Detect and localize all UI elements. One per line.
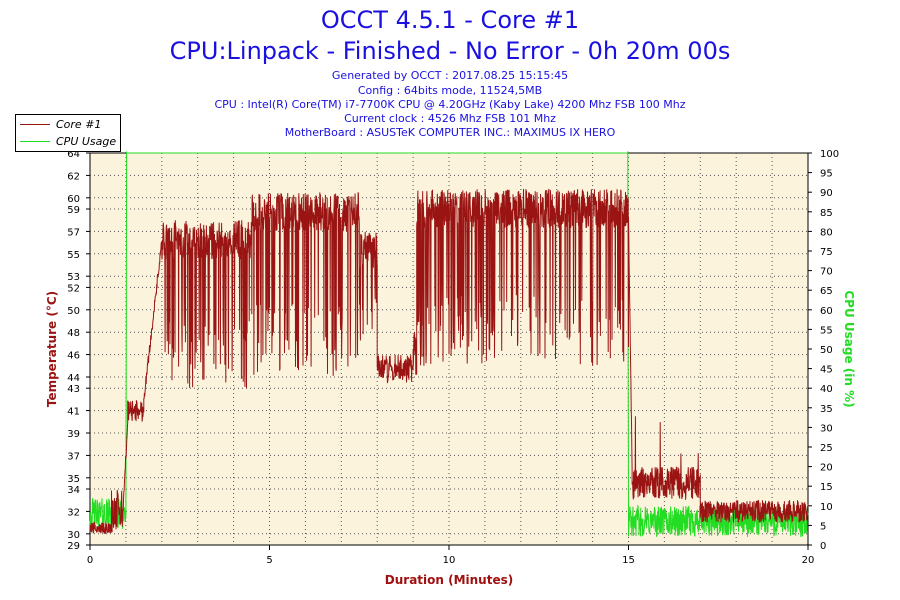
y-right-tick-label: 45: [820, 365, 833, 376]
y-right-tick-label: 30: [820, 423, 833, 434]
info-motherboard: MotherBoard : ASUSTeK COMPUTER INC.: MAX…: [284, 126, 616, 139]
y-right-tick-label: 70: [820, 267, 833, 278]
y-right-tick-label: 100: [820, 149, 839, 160]
series-line-cpu-usage: [89, 151, 809, 538]
y-right-tick-label: 35: [820, 404, 833, 415]
y-right-tick-label: 85: [820, 208, 833, 219]
x-tick-label: 15: [622, 555, 635, 566]
y-right-tick-label: 55: [820, 325, 833, 336]
y-right-axis-label: CPU Usage (in %): [842, 290, 856, 407]
info-clock: Current clock : 4526 Mhz FSB 101 Mhz: [344, 112, 556, 125]
y-right-tick-label: 25: [820, 443, 833, 454]
y-right-tick-label: 5: [820, 521, 826, 532]
legend-label-cpu-usage: CPU Usage: [56, 134, 117, 148]
y-left-tick-label: 35: [67, 474, 80, 485]
y-left-tick-label: 34: [67, 485, 80, 496]
y-right-tick-label: 20: [820, 463, 833, 474]
y-left-tick-label: 55: [67, 250, 80, 261]
y-left-tick-label: 53: [67, 272, 80, 283]
legend-item-core: Core #1: [20, 117, 101, 131]
info-config: Config : 64bits mode, 11524,5MB: [357, 84, 543, 97]
y-right-tick-label: 50: [820, 345, 833, 356]
info-generated: Generated by OCCT : 2017.08.25 15:15:45: [331, 69, 569, 82]
y-right-tick-label: 75: [820, 247, 833, 258]
y-left-tick-label: 43: [67, 384, 80, 395]
y-right-tick-label: 90: [820, 188, 833, 199]
y-left-tick-label: 59: [67, 205, 80, 216]
legend-item-cpu-usage: CPU Usage: [20, 134, 116, 148]
y-left-tick-label: 52: [67, 283, 80, 294]
chart-legend: Core #1 CPU Usage: [15, 114, 121, 152]
series-line-core: [89, 188, 809, 534]
y-left-tick-label: 37: [67, 451, 80, 462]
y-right-tick-label: 10: [820, 502, 833, 513]
y-left-tick-label: 60: [67, 194, 80, 205]
chart-title: OCCT 4.5.1 - Core #1: [320, 6, 580, 34]
y-right-tick-label: 40: [820, 384, 833, 395]
y-right-tick-label: 80: [820, 227, 833, 238]
y-right-tick-label: 15: [820, 482, 833, 493]
x-tick-label: 0: [87, 555, 93, 566]
y-left-tick-label: 30: [67, 530, 80, 541]
x-tick-label: 5: [266, 555, 272, 566]
legend-swatch-cpu-usage: [20, 140, 50, 142]
y-left-tick-label: 41: [67, 407, 80, 418]
y-right-tick-label: 0: [820, 541, 826, 552]
info-cpu: CPU : Intel(R) Core(TM) i7-7700K CPU @ 4…: [214, 98, 686, 111]
y-right-tick-label: 65: [820, 286, 833, 297]
x-tick-label: 20: [802, 555, 815, 566]
chart-subtitle: CPU:Linpack - Finished - No Error - 0h 2…: [169, 37, 731, 65]
legend-label-core: Core #1: [56, 117, 102, 131]
y-left-tick-label: 44: [67, 373, 80, 384]
y-right-tick-label: 60: [820, 306, 833, 317]
y-right-tick-label: 95: [820, 169, 833, 180]
y-left-tick-label: 46: [67, 351, 80, 362]
y-left-tick-label: 29: [67, 541, 80, 552]
y-left-tick-label: 50: [67, 306, 80, 317]
y-left-tick-label: 57: [67, 227, 80, 238]
y-left-tick-label: 62: [67, 171, 80, 182]
x-tick-label: 10: [443, 555, 456, 566]
x-axis-label: Duration (Minutes): [385, 573, 513, 587]
y-left-tick-label: 39: [67, 429, 80, 440]
legend-swatch-core: [20, 123, 50, 125]
y-left-tick-label: 48: [67, 328, 80, 339]
y-left-axis-label: Temperature (°C): [45, 291, 59, 407]
y-left-tick-label: 64: [67, 149, 80, 160]
y-left-tick-label: 32: [67, 507, 80, 518]
